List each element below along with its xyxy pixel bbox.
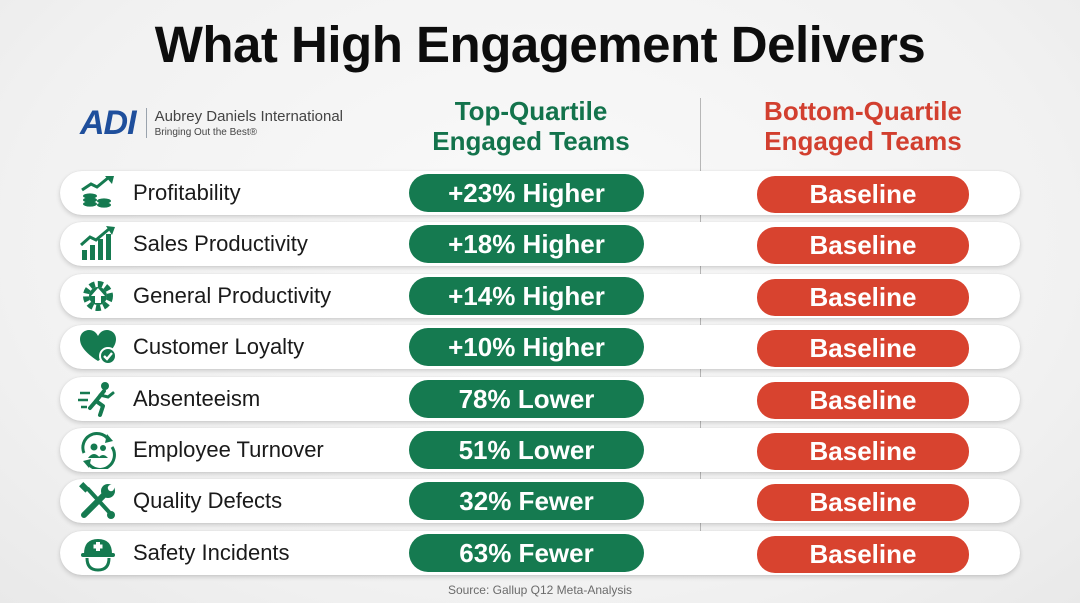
company-logo: ADI Aubrey Daniels International Bringin…: [80, 106, 343, 140]
people-cycle-icon: [81, 432, 116, 469]
hard-hat-icon: [81, 538, 115, 572]
metric-label: Absenteeism: [133, 385, 261, 411]
top-quartile-value: 32% Fewer: [409, 482, 644, 521]
bottom-quartile-header: Bottom-Quartile Engaged Teams: [764, 96, 962, 156]
metric-label: General Productivity: [133, 282, 332, 308]
top-quartile-value: +14% Higher: [409, 276, 644, 315]
top-quartile-value: +10% Higher: [409, 328, 644, 367]
logo-tagline: Bringing Out the Best®: [154, 126, 257, 138]
metric-label: Customer Loyalty: [133, 334, 305, 360]
table-row: Absenteeism 78% Lower Baseline: [60, 376, 1020, 421]
table-row: Safety Incidents 63% Fewer Baseline: [60, 530, 1020, 575]
table-row: Customer Loyalty +10% Higher Baseline: [60, 325, 1020, 370]
bottom-quartile-value: Baseline: [757, 535, 969, 573]
gear-arrow-icon: [83, 280, 113, 311]
table-row: Profitability +23% Higher Baseline: [60, 171, 1020, 215]
bottom-quartile-value: Baseline: [757, 227, 969, 265]
metric-label: Employee Turnover: [133, 437, 324, 462]
top-quartile-header: Top-Quartile Engaged Teams: [432, 96, 630, 156]
heart-check-icon: [80, 330, 117, 366]
money-growth-icon: [81, 176, 114, 208]
bottom-quartile-value: Baseline: [757, 433, 969, 470]
logo-divider: [145, 108, 147, 138]
bottom-quartile-value: Baseline: [757, 278, 969, 316]
top-quartile-value: 63% Fewer: [409, 533, 644, 572]
wrench-screwdriver-icon: [79, 482, 115, 520]
page-title: What High Engagement Delivers: [154, 16, 926, 73]
bottom-quartile-value: Baseline: [757, 484, 969, 522]
bar-chart-up-icon: [80, 226, 115, 261]
logo-company-name: Aubrey Daniels International: [154, 107, 344, 125]
logo-mark: ADI: [80, 104, 137, 142]
source-note: Source: Gallup Q12 Meta-Analysis: [447, 583, 633, 597]
top-quartile-value: +18% Higher: [409, 225, 644, 264]
top-quartile-value: +23% Higher: [409, 174, 644, 212]
running-person-icon: [78, 381, 115, 417]
table-row: Sales Productivity +18% Higher Baseline: [60, 222, 1020, 267]
metric-label: Safety Incidents: [133, 539, 290, 565]
metric-label: Quality Defects: [133, 488, 283, 514]
bottom-quartile-value: Baseline: [757, 330, 969, 368]
table-row: Employee Turnover 51% Lower Baseline: [60, 428, 1020, 472]
bottom-quartile-value: Baseline: [757, 176, 969, 213]
metric-label: Sales Productivity: [133, 231, 308, 257]
top-quartile-value: 51% Lower: [409, 431, 644, 469]
table-row: General Productivity +14% Higher Baseline: [60, 273, 1020, 318]
bottom-quartile-value: Baseline: [757, 381, 969, 419]
table-row: Quality Defects 32% Fewer Baseline: [60, 479, 1020, 524]
metric-label: Profitability: [133, 180, 241, 205]
top-quartile-value: 78% Lower: [409, 379, 644, 418]
